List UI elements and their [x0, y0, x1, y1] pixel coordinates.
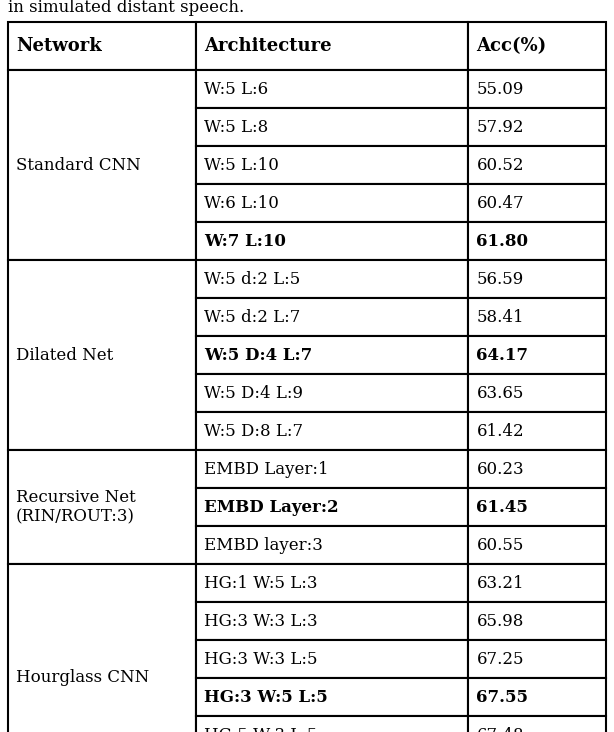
Bar: [8, 564, 196, 732]
Bar: [468, 450, 606, 488]
Bar: [468, 108, 606, 146]
Bar: [196, 488, 468, 526]
Bar: [196, 336, 468, 374]
Bar: [196, 222, 468, 260]
Text: HG:3 W:3 L:5: HG:3 W:3 L:5: [204, 651, 318, 668]
Bar: [468, 716, 606, 732]
Text: W:5 d:2 L:5: W:5 d:2 L:5: [204, 271, 301, 288]
Text: Dilated Net: Dilated Net: [16, 346, 113, 364]
Bar: [468, 260, 606, 298]
Text: 57.92: 57.92: [476, 119, 524, 135]
Bar: [196, 374, 468, 412]
Text: W:5 D:4 L:9: W:5 D:4 L:9: [204, 384, 303, 401]
Bar: [196, 526, 468, 564]
Text: Standard CNN: Standard CNN: [16, 157, 141, 173]
Bar: [196, 716, 468, 732]
Text: 60.55: 60.55: [476, 537, 524, 553]
Bar: [468, 298, 606, 336]
Text: 67.48: 67.48: [476, 726, 524, 732]
Text: 55.09: 55.09: [476, 81, 524, 97]
Bar: [468, 488, 606, 526]
Text: in simulated distant speech.: in simulated distant speech.: [8, 0, 244, 15]
Text: W:7 L:10: W:7 L:10: [204, 233, 286, 250]
Text: W:5 L:10: W:5 L:10: [204, 157, 279, 173]
Text: 63.21: 63.21: [476, 575, 524, 591]
Bar: [468, 640, 606, 678]
Text: EMBD layer:3: EMBD layer:3: [204, 537, 323, 553]
Bar: [468, 564, 606, 602]
Text: Hourglass CNN: Hourglass CNN: [16, 670, 149, 687]
Bar: [196, 298, 468, 336]
Text: HG:1 W:5 L:3: HG:1 W:5 L:3: [204, 575, 318, 591]
Text: 64.17: 64.17: [476, 346, 529, 364]
Bar: [8, 70, 196, 260]
Text: W:5 d:2 L:7: W:5 d:2 L:7: [204, 308, 301, 326]
Bar: [196, 678, 468, 716]
Bar: [196, 260, 468, 298]
Bar: [196, 146, 468, 184]
Text: 63.65: 63.65: [476, 384, 524, 401]
Bar: [196, 70, 468, 108]
Bar: [468, 70, 606, 108]
Text: Network: Network: [16, 37, 102, 55]
Text: Acc(%): Acc(%): [476, 37, 546, 55]
Text: 60.47: 60.47: [476, 195, 524, 212]
Text: 67.25: 67.25: [476, 651, 524, 668]
Bar: [468, 222, 606, 260]
Text: W:5 L:8: W:5 L:8: [204, 119, 268, 135]
Text: 67.55: 67.55: [476, 689, 529, 706]
Text: EMBD Layer:2: EMBD Layer:2: [204, 498, 339, 515]
Text: W:5 D:8 L:7: W:5 D:8 L:7: [204, 422, 303, 439]
Bar: [196, 564, 468, 602]
Text: HG:3 W:5 L:5: HG:3 W:5 L:5: [204, 689, 328, 706]
Bar: [196, 450, 468, 488]
Bar: [468, 184, 606, 222]
Bar: [468, 22, 606, 70]
Text: W:5 D:4 L:7: W:5 D:4 L:7: [204, 346, 313, 364]
Text: HG:3 W:3 L:3: HG:3 W:3 L:3: [204, 613, 318, 630]
Text: Architecture: Architecture: [204, 37, 332, 55]
Bar: [196, 640, 468, 678]
Bar: [196, 602, 468, 640]
Text: 58.41: 58.41: [476, 308, 524, 326]
Bar: [468, 678, 606, 716]
Bar: [196, 108, 468, 146]
Text: 65.98: 65.98: [476, 613, 524, 630]
Text: 61.80: 61.80: [476, 233, 529, 250]
Text: 56.59: 56.59: [476, 271, 524, 288]
Bar: [468, 412, 606, 450]
Bar: [468, 336, 606, 374]
Text: W:6 L:10: W:6 L:10: [204, 195, 279, 212]
Bar: [196, 184, 468, 222]
Bar: [468, 526, 606, 564]
Bar: [8, 22, 196, 70]
Bar: [8, 260, 196, 450]
Bar: [196, 412, 468, 450]
Text: 60.23: 60.23: [476, 460, 524, 477]
Bar: [196, 22, 468, 70]
Text: Recursive Net
(RIN/ROUT:3): Recursive Net (RIN/ROUT:3): [16, 489, 136, 526]
Text: 61.45: 61.45: [476, 498, 528, 515]
Bar: [8, 450, 196, 564]
Bar: [468, 374, 606, 412]
Text: 61.42: 61.42: [476, 422, 524, 439]
Text: HG:5 W:3 L:5: HG:5 W:3 L:5: [204, 726, 318, 732]
Text: W:5 L:6: W:5 L:6: [204, 81, 268, 97]
Text: 60.52: 60.52: [476, 157, 524, 173]
Text: EMBD Layer:1: EMBD Layer:1: [204, 460, 329, 477]
Bar: [468, 602, 606, 640]
Bar: [468, 146, 606, 184]
